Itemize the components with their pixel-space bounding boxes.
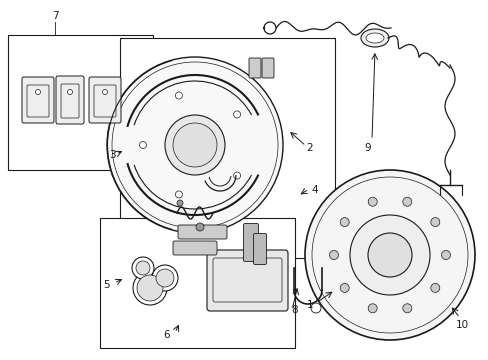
Circle shape — [175, 191, 182, 198]
FancyBboxPatch shape — [178, 225, 226, 239]
Circle shape — [177, 200, 183, 206]
Circle shape — [112, 62, 278, 228]
FancyBboxPatch shape — [89, 77, 121, 123]
Circle shape — [349, 215, 429, 295]
Text: 1: 1 — [306, 300, 313, 310]
Text: 3: 3 — [108, 150, 115, 160]
FancyBboxPatch shape — [248, 58, 261, 78]
Circle shape — [107, 57, 283, 233]
FancyBboxPatch shape — [173, 241, 217, 255]
Bar — [120, 38, 334, 258]
Circle shape — [132, 257, 154, 279]
Ellipse shape — [365, 33, 383, 43]
Text: 4: 4 — [311, 185, 318, 195]
Circle shape — [329, 251, 338, 260]
Text: 2: 2 — [306, 143, 313, 153]
Circle shape — [137, 275, 163, 301]
Circle shape — [441, 251, 449, 260]
FancyBboxPatch shape — [253, 234, 266, 265]
Circle shape — [402, 304, 411, 313]
Circle shape — [367, 304, 376, 313]
Circle shape — [173, 123, 217, 167]
FancyBboxPatch shape — [262, 58, 273, 78]
Circle shape — [311, 177, 467, 333]
Text: 10: 10 — [454, 320, 468, 330]
Circle shape — [152, 265, 178, 291]
Bar — [100, 218, 294, 348]
Circle shape — [102, 90, 107, 95]
Ellipse shape — [360, 29, 388, 47]
Circle shape — [164, 115, 224, 175]
Circle shape — [430, 217, 439, 226]
FancyBboxPatch shape — [56, 76, 84, 124]
Circle shape — [430, 283, 439, 292]
Circle shape — [136, 261, 150, 275]
Circle shape — [310, 303, 320, 313]
Circle shape — [402, 197, 411, 206]
Text: 9: 9 — [364, 143, 370, 153]
FancyBboxPatch shape — [243, 224, 258, 261]
Text: 6: 6 — [163, 330, 170, 340]
Circle shape — [36, 90, 41, 95]
Circle shape — [233, 172, 240, 179]
Circle shape — [340, 283, 348, 292]
Circle shape — [156, 269, 174, 287]
Circle shape — [175, 92, 182, 99]
Text: 7: 7 — [52, 11, 58, 21]
Circle shape — [133, 271, 167, 305]
Circle shape — [340, 217, 348, 226]
Bar — [8, 35, 153, 170]
Circle shape — [196, 223, 203, 231]
FancyBboxPatch shape — [22, 77, 54, 123]
Circle shape — [367, 233, 411, 277]
Text: 5: 5 — [103, 280, 110, 290]
FancyBboxPatch shape — [206, 250, 287, 311]
Text: 8: 8 — [291, 305, 298, 315]
Circle shape — [67, 90, 72, 95]
Circle shape — [305, 170, 474, 340]
Circle shape — [139, 141, 146, 149]
Circle shape — [233, 111, 240, 118]
Circle shape — [367, 197, 376, 206]
